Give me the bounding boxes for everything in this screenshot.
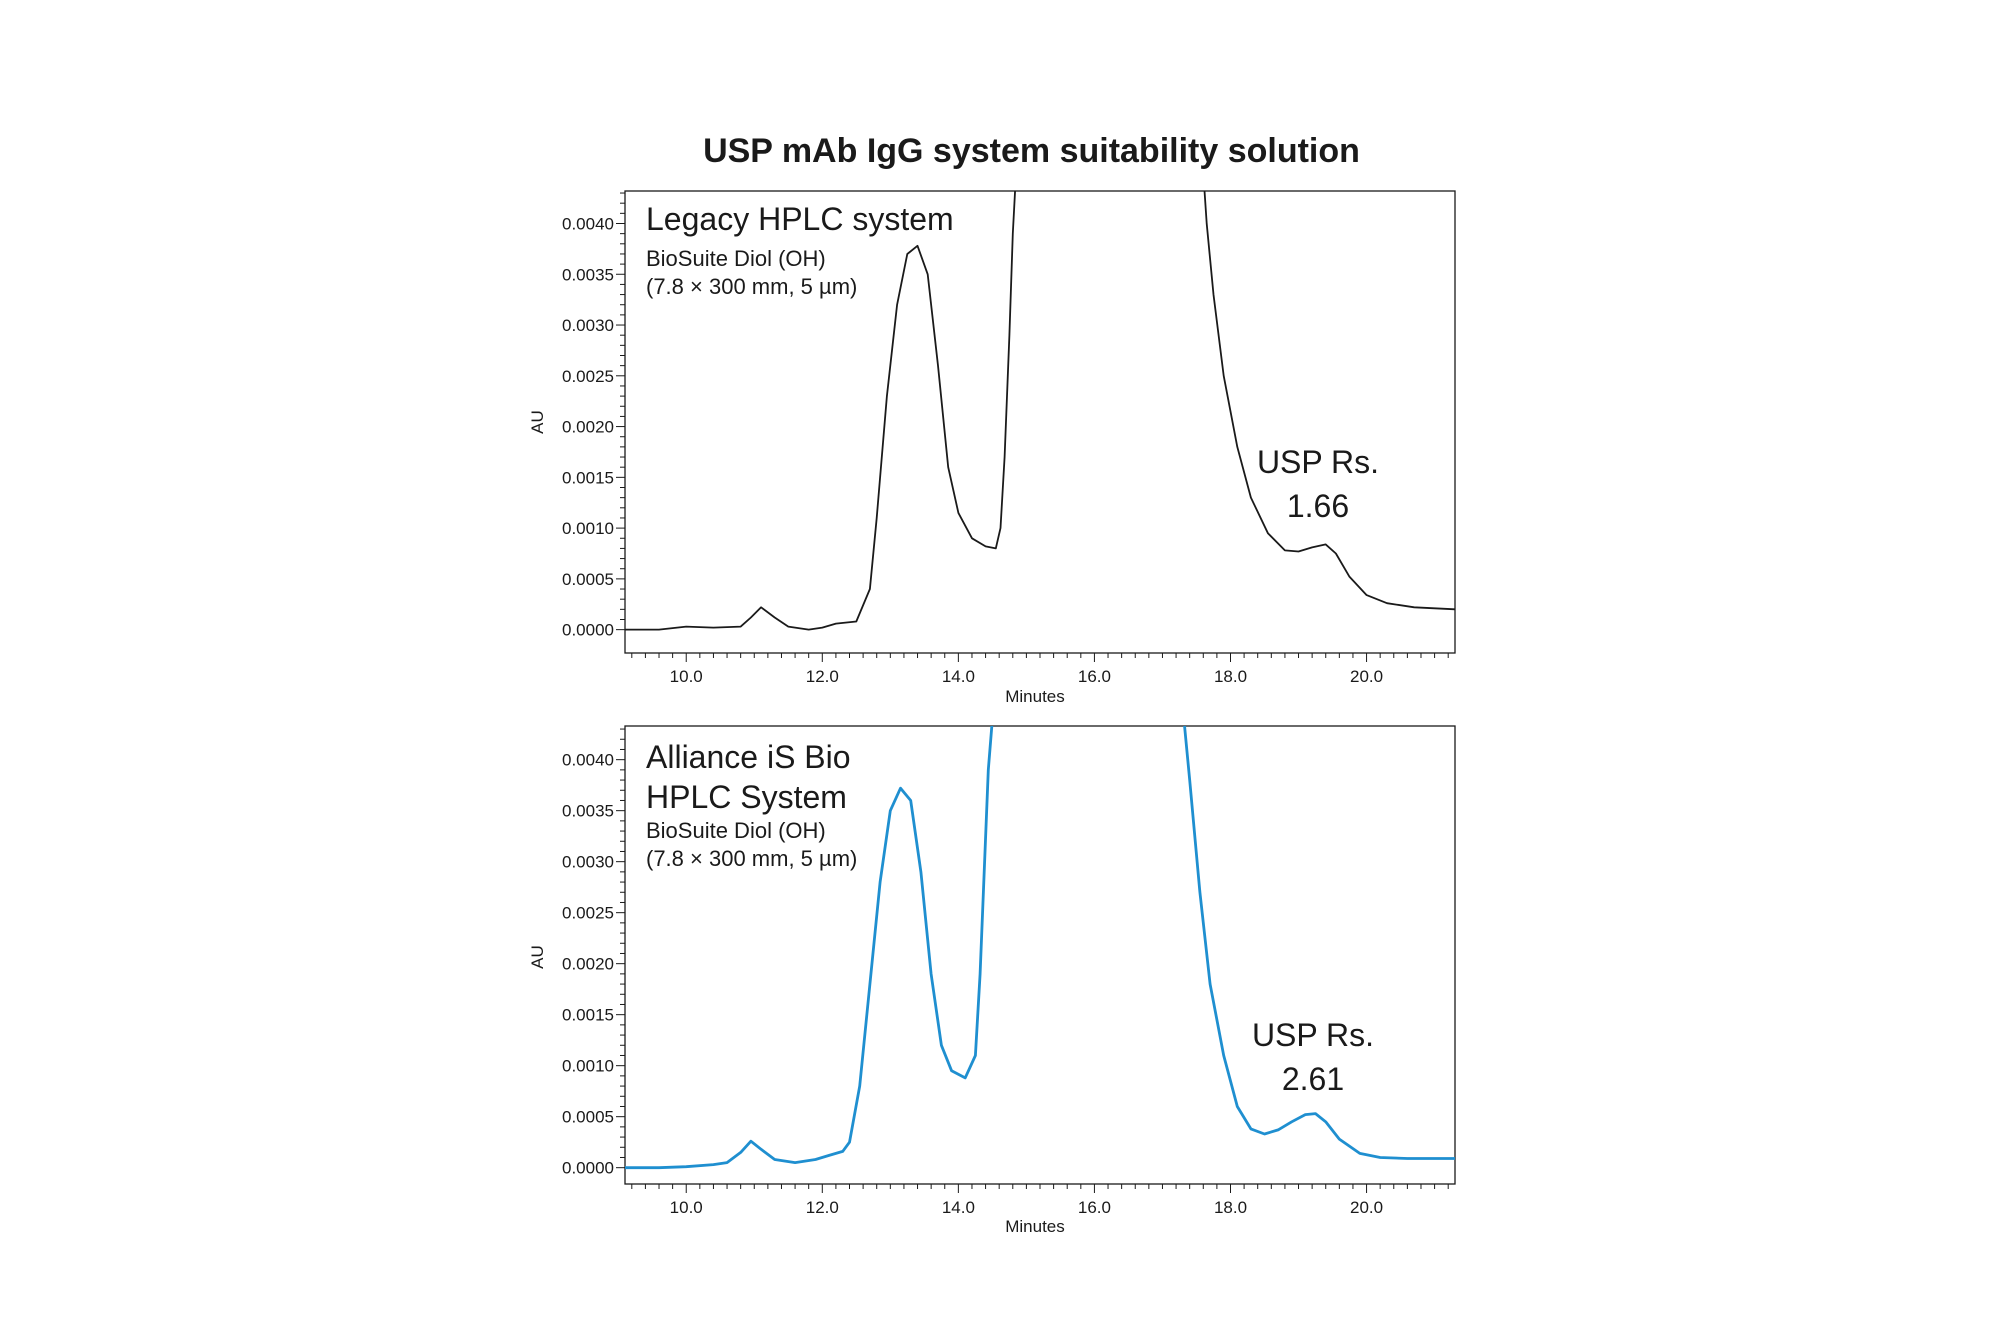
- rs-label: USP Rs.: [1252, 1017, 1374, 1053]
- x-tick-label: 10.0: [670, 667, 703, 686]
- column-dims-label: (7.8 × 300 mm, 5 µm): [646, 274, 857, 299]
- y-tick-label: 0.0040: [562, 751, 614, 770]
- x-tick-label: 16.0: [1078, 667, 1111, 686]
- chart-panel-2: 10.0 12.0 14.0 16.0 18.0 20.0 0.0000 0.0005 0.00…: [528, 725, 1456, 1236]
- x-axis-label: Minutes: [1005, 1217, 1065, 1236]
- chart-panel-1: 10.0 12.0 14.0 16.0 18.0 20.0 0.0000 0.0005 0.00…: [528, 190, 1456, 706]
- rs-value: 1.66: [1287, 488, 1349, 524]
- x-tick-label: 12.0: [806, 1198, 839, 1217]
- y-tick-label: 0.0040: [562, 214, 614, 233]
- column-dims-label: (7.8 × 300 mm, 5 µm): [646, 846, 857, 871]
- y-tick-label: 0.0000: [562, 621, 614, 640]
- y-tick-label: 0.0025: [562, 904, 614, 923]
- chromatogram-trace: [625, 191, 1455, 631]
- y-tick-label: 0.0005: [562, 1108, 614, 1127]
- y-tick-label: 0.0015: [562, 468, 614, 487]
- page-title: USP mAb IgG system suitability solution: [703, 132, 1360, 170]
- x-tick-label: 16.0: [1078, 1198, 1111, 1217]
- system-label-line1: Alliance iS Bio: [646, 739, 851, 775]
- y-tick-label: 0.0020: [562, 418, 614, 437]
- system-label-line2: HPLC System: [646, 779, 847, 815]
- y-axis-label: AU: [528, 410, 547, 434]
- rs-label: USP Rs.: [1257, 444, 1379, 480]
- column-name-label: BioSuite Diol (OH): [646, 818, 826, 843]
- x-axis-label: Minutes: [1005, 687, 1065, 706]
- y-tick-label: 0.0035: [562, 265, 614, 284]
- y-tick-label: 0.0015: [562, 1006, 614, 1025]
- x-tick-label: 12.0: [806, 667, 839, 686]
- y-tick-label: 0.0000: [562, 1159, 614, 1178]
- x-tick-label: 14.0: [942, 667, 975, 686]
- system-label: Legacy HPLC system: [646, 201, 954, 237]
- y-tick-label: 0.0010: [562, 1057, 614, 1076]
- x-tick-label: 10.0: [670, 1198, 703, 1217]
- chromatogram-trace: [625, 726, 1455, 1170]
- column-name-label: BioSuite Diol (OH): [646, 246, 826, 271]
- y-tick-label: 0.0020: [562, 955, 614, 974]
- rs-value: 2.61: [1282, 1061, 1344, 1097]
- y-tick-label: 0.0030: [562, 316, 614, 335]
- x-tick-label: 20.0: [1350, 1198, 1383, 1217]
- x-tick-label: 14.0: [942, 1198, 975, 1217]
- x-tick-label: 18.0: [1214, 667, 1247, 686]
- y-tick-label: 0.0035: [562, 802, 614, 821]
- y-axis-label: AU: [528, 945, 547, 969]
- y-tick-label: 0.0030: [562, 853, 614, 872]
- y-tick-label: 0.0025: [562, 367, 614, 386]
- x-tick-label: 20.0: [1350, 667, 1383, 686]
- x-tick-label: 18.0: [1214, 1198, 1247, 1217]
- y-tick-label: 0.0010: [562, 519, 614, 538]
- y-tick-label: 0.0005: [562, 570, 614, 589]
